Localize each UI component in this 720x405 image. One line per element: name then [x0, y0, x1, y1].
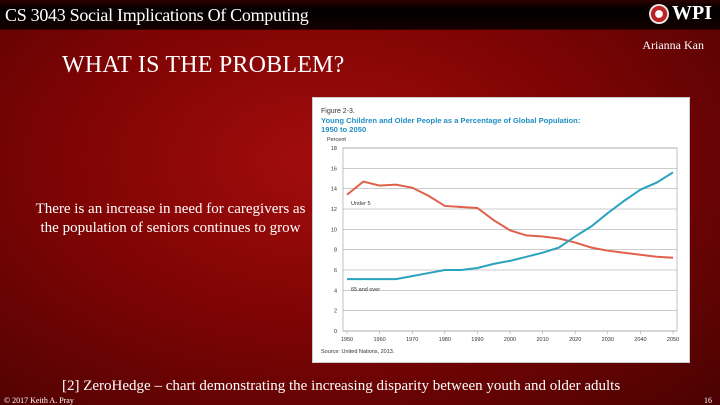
series-line-65-and-over — [347, 171, 674, 281]
plot-frame — [342, 147, 678, 332]
y-tick-label: 14 — [331, 187, 337, 193]
chart-title-line1: Young Children and Older People as a Per… — [321, 116, 580, 125]
x-tick-label: 2040 — [634, 337, 646, 343]
slide-title: WHAT IS THE PROBLEM? — [62, 52, 345, 78]
chart-source: Source: United Nations, 2013. — [321, 349, 395, 355]
figure-label: Figure 2-3. — [321, 108, 355, 115]
population-line-chart: Figure 2-3. Young Children and Older Peo… — [321, 108, 679, 355]
x-tick-label: 2000 — [504, 337, 516, 343]
author-name: Arianna Kan — [642, 38, 704, 52]
x-tick-label: 1970 — [406, 337, 418, 343]
chart-image: Figure 2-3. Young Children and Older Peo… — [312, 97, 690, 363]
copyright: © 2017 Keith A. Pray — [4, 396, 74, 405]
y-tick-label: 4 — [334, 288, 337, 294]
x-tick-label: 1990 — [471, 337, 483, 343]
y-tick-label: 6 — [334, 268, 337, 274]
x-tick-label: 1980 — [439, 337, 451, 343]
y-axis-label: Percent — [327, 137, 346, 143]
y-tick-label: 12 — [331, 207, 337, 213]
y-tick-label: 18 — [331, 146, 337, 152]
x-tick-label: 1950 — [341, 337, 353, 343]
page-number: 16 — [704, 396, 712, 405]
series-label: 65 and over — [351, 287, 380, 293]
chart-title-line2: 1950 to 2050 — [321, 125, 366, 134]
course-title: CS 3043 Social Implications Of Computing — [5, 5, 309, 25]
wpi-seal-icon — [649, 3, 669, 24]
series-label: Under 5 — [351, 201, 371, 207]
x-tick-label: 2020 — [569, 337, 581, 343]
y-tick-label: 2 — [334, 309, 337, 315]
y-tick-label: 8 — [334, 248, 337, 254]
x-tick-label: 2050 — [667, 337, 679, 343]
slide-body-text: There is an increase in need for caregiv… — [35, 201, 306, 236]
series-line-under-5 — [346, 180, 674, 259]
wpi-logo: WPI — [649, 2, 712, 25]
y-tick-label: 16 — [331, 166, 337, 172]
x-tick-label: 2010 — [536, 337, 548, 343]
image-caption: [2] ZeroHedge – chart demonstrating the … — [62, 378, 621, 394]
slide-header-bar: CS 3043 Social Implications Of Computing… — [0, 0, 720, 30]
x-tick-label: 2030 — [602, 337, 614, 343]
y-tick-label: 0 — [334, 329, 337, 335]
y-tick-label: 10 — [331, 227, 337, 233]
x-tick-label: 1960 — [373, 337, 385, 343]
wpi-logo-text: WPI — [672, 2, 712, 24]
